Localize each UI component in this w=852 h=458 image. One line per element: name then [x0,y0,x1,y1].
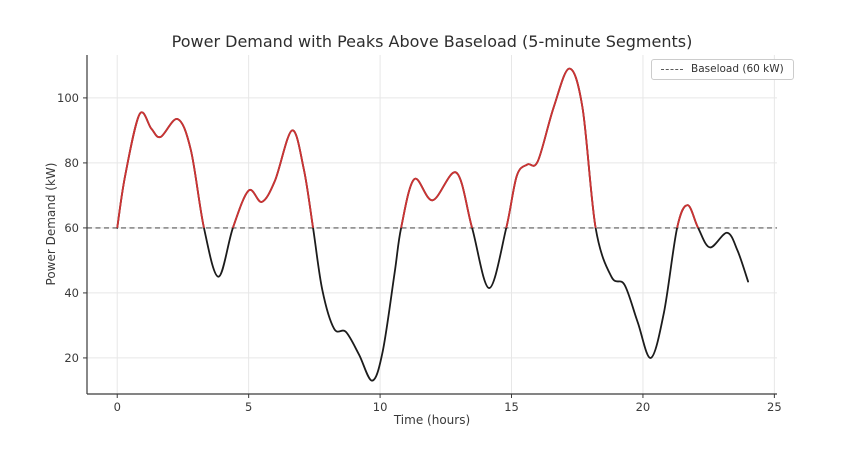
x-tick-label: 5 [245,400,252,414]
x-tick-label: 25 [767,400,782,414]
y-tick-label: 60 [64,221,79,235]
chart-title: Power Demand with Peaks Above Baseload (… [171,32,693,51]
x-tick-label: 15 [504,400,519,414]
y-tick-label: 80 [64,156,79,170]
power-demand-line-peaks [116,67,700,228]
x-tick-label: 10 [373,400,388,414]
x-tick-label: 0 [114,400,121,414]
legend-label: Baseload (60 kW) [691,63,784,75]
y-tick-label: 40 [64,286,79,300]
dashed-line-icon [661,68,683,70]
y-axis-label: Power Demand (kW) [44,162,58,286]
y-tick-label: 20 [64,351,79,365]
y-tick-label: 100 [57,91,79,105]
x-axis-label: Time (hours) [393,413,471,427]
x-tick-label: 20 [636,400,651,414]
legend: Baseload (60 kW) [651,59,794,80]
